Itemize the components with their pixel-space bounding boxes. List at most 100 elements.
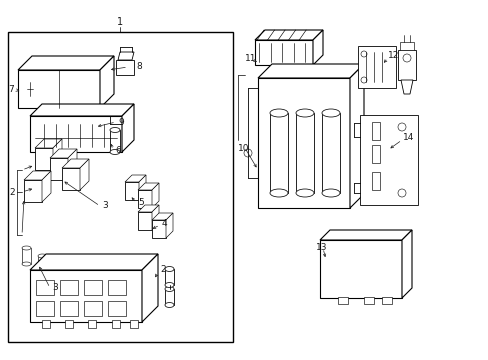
Bar xyxy=(164,269,174,285)
Text: 14: 14 xyxy=(402,134,413,143)
Ellipse shape xyxy=(22,262,31,266)
Polygon shape xyxy=(125,175,146,182)
Bar xyxy=(112,320,120,328)
Bar xyxy=(337,297,347,304)
Bar xyxy=(36,280,54,295)
Bar xyxy=(363,297,373,304)
Polygon shape xyxy=(100,56,114,108)
Polygon shape xyxy=(18,56,114,70)
Polygon shape xyxy=(122,104,134,152)
Bar xyxy=(60,280,78,295)
Bar xyxy=(84,280,102,295)
Bar xyxy=(50,158,68,180)
Bar xyxy=(269,113,287,193)
Bar xyxy=(60,301,78,316)
Polygon shape xyxy=(24,171,51,180)
Ellipse shape xyxy=(164,283,174,288)
Polygon shape xyxy=(401,230,411,298)
Circle shape xyxy=(397,189,405,197)
Ellipse shape xyxy=(321,189,339,197)
Polygon shape xyxy=(152,213,173,220)
Bar xyxy=(321,113,339,193)
Polygon shape xyxy=(53,139,62,170)
Text: 2: 2 xyxy=(160,266,165,275)
Ellipse shape xyxy=(295,189,313,197)
Polygon shape xyxy=(116,60,134,75)
Ellipse shape xyxy=(110,127,120,132)
Polygon shape xyxy=(258,64,363,78)
Text: 13: 13 xyxy=(315,243,327,252)
Bar xyxy=(130,320,138,328)
Polygon shape xyxy=(400,80,412,94)
Polygon shape xyxy=(254,30,323,40)
Bar xyxy=(319,240,401,298)
Bar xyxy=(381,297,391,304)
Bar xyxy=(359,115,417,205)
Bar xyxy=(65,320,73,328)
Ellipse shape xyxy=(321,109,339,117)
Bar xyxy=(152,220,165,238)
Bar xyxy=(164,289,174,305)
Bar xyxy=(125,182,139,200)
Text: 4: 4 xyxy=(162,220,167,229)
Ellipse shape xyxy=(22,246,31,250)
Circle shape xyxy=(360,77,366,83)
Bar xyxy=(110,130,120,152)
Bar xyxy=(399,42,413,50)
Ellipse shape xyxy=(164,302,174,307)
Bar xyxy=(138,212,152,230)
Bar xyxy=(30,270,142,322)
Bar xyxy=(371,145,379,163)
Bar xyxy=(18,70,100,108)
Ellipse shape xyxy=(38,270,47,274)
Polygon shape xyxy=(80,159,89,190)
Ellipse shape xyxy=(269,109,287,117)
Polygon shape xyxy=(138,205,159,212)
Polygon shape xyxy=(35,139,62,148)
Ellipse shape xyxy=(269,189,287,197)
Bar xyxy=(35,148,53,170)
Bar xyxy=(62,168,80,190)
Polygon shape xyxy=(152,183,159,208)
Bar xyxy=(22,248,31,264)
Bar xyxy=(88,320,96,328)
Polygon shape xyxy=(30,254,158,270)
Text: 2: 2 xyxy=(9,188,15,197)
Polygon shape xyxy=(152,205,159,230)
Text: 10: 10 xyxy=(238,144,249,153)
Polygon shape xyxy=(68,149,77,180)
Bar xyxy=(84,301,102,316)
Bar xyxy=(8,32,232,342)
Polygon shape xyxy=(165,213,173,238)
Text: 6: 6 xyxy=(115,145,121,154)
Bar xyxy=(357,46,395,88)
Ellipse shape xyxy=(164,287,174,292)
Bar xyxy=(254,40,312,65)
Ellipse shape xyxy=(295,109,313,117)
Bar xyxy=(42,320,50,328)
Bar xyxy=(38,256,47,272)
Polygon shape xyxy=(312,30,323,65)
Circle shape xyxy=(402,54,410,62)
Text: 12: 12 xyxy=(387,50,399,59)
Polygon shape xyxy=(30,104,134,116)
Bar xyxy=(371,122,379,140)
Polygon shape xyxy=(349,64,363,208)
Bar xyxy=(397,50,415,80)
Polygon shape xyxy=(139,175,146,200)
Bar xyxy=(258,78,349,208)
Text: 9: 9 xyxy=(118,117,123,126)
Polygon shape xyxy=(138,183,159,190)
Bar xyxy=(108,280,126,295)
Bar xyxy=(295,113,313,193)
Bar xyxy=(36,301,54,316)
Text: 11: 11 xyxy=(244,54,256,63)
Polygon shape xyxy=(118,52,134,60)
Text: 1: 1 xyxy=(117,17,123,27)
Polygon shape xyxy=(50,149,77,158)
Bar xyxy=(108,301,126,316)
Bar xyxy=(24,180,42,202)
Text: 8: 8 xyxy=(136,62,142,71)
Ellipse shape xyxy=(38,254,47,258)
Polygon shape xyxy=(62,159,89,168)
